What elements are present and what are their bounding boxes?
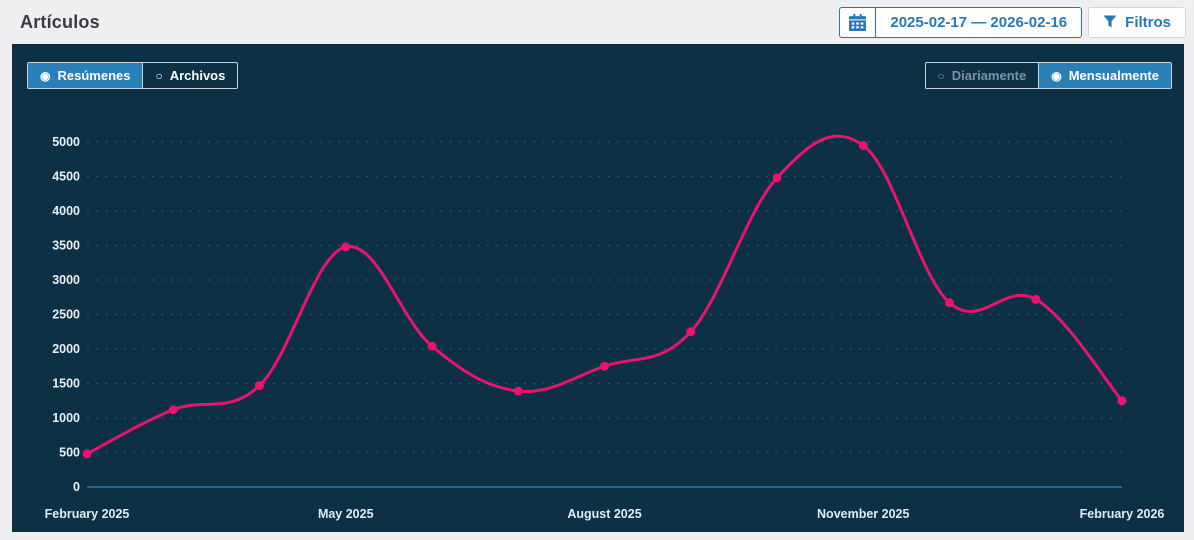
data-point[interactable]	[427, 341, 437, 351]
toggle-mensualmente[interactable]: ◉ Mensualmente	[1038, 63, 1171, 88]
y-tick-label: 1500	[52, 377, 80, 391]
radio-selected-icon: ◉	[40, 68, 51, 83]
date-range-picker[interactable]: 2025-02-17 — 2026-02-16	[839, 6, 1083, 38]
date-range-label[interactable]: 2025-02-17 — 2026-02-16	[890, 13, 1068, 31]
toggle-mensualmente-label: Mensualmente	[1068, 68, 1159, 83]
y-tick-label: 500	[59, 446, 80, 460]
funnel-icon	[1103, 15, 1117, 28]
data-point[interactable]	[686, 327, 696, 337]
line-series	[85, 134, 1124, 456]
y-tick-label: 3000	[52, 273, 80, 287]
x-tick-label: February 2026	[1080, 507, 1165, 521]
data-point[interactable]	[1031, 294, 1041, 304]
x-tick-label: February 2025	[45, 507, 130, 521]
y-tick-label: 0	[73, 480, 80, 494]
data-point[interactable]	[600, 361, 609, 371]
data-point[interactable]	[341, 242, 351, 252]
radio-selected-icon: ◉	[1051, 68, 1062, 83]
chart-panel: 0 500 1000 1500 2000 2500 3000 3500 4000 4500 5000…	[12, 44, 1184, 532]
y-tick-label: 2500	[52, 308, 80, 322]
y-tick-label: 4500	[52, 170, 80, 184]
x-tick-label: May 2025	[318, 507, 374, 521]
data-point[interactable]	[772, 173, 782, 183]
data-point[interactable]	[945, 298, 954, 308]
filters-button-label: Filtros	[1125, 13, 1171, 31]
toggle-diariamente-label: Diariamente	[951, 68, 1027, 83]
data-point[interactable]	[513, 386, 523, 396]
filters-button[interactable]: Filtros	[1088, 6, 1186, 38]
radio-unselected-icon: ○	[155, 68, 163, 83]
dataset-toggle-group: ◉ Resúmenes ○ Archivos	[27, 62, 239, 89]
calendar-button[interactable]	[840, 7, 877, 37]
toggle-resumenes-label: Resúmenes	[57, 68, 131, 83]
y-tick-label: 1000	[52, 411, 80, 425]
data-point[interactable]	[82, 449, 92, 459]
x-tick-label: November 2025	[817, 507, 909, 521]
y-tick-label: 3500	[52, 239, 80, 253]
panel-header: Artículos 2025-02-17 — 2026-02-16 Filtro…	[0, 0, 1194, 44]
radio-unselected-icon: ○	[937, 68, 945, 83]
y-tick-label: 5000	[52, 135, 80, 149]
calendar-icon	[849, 13, 867, 31]
toggle-archivos[interactable]: ○ Archivos	[142, 63, 237, 88]
y-tick-label: 4000	[52, 204, 80, 218]
page-title: Artículos	[20, 11, 100, 32]
data-point[interactable]	[858, 140, 868, 150]
y-tick-label: 2000	[52, 342, 80, 356]
toggle-resumenes[interactable]: ◉ Resúmenes	[28, 63, 143, 88]
x-tick-label: August 2025	[567, 507, 641, 521]
data-point[interactable]	[255, 381, 264, 391]
toggle-diariamente[interactable]: ○ Diariamente	[926, 63, 1039, 88]
data-point[interactable]	[168, 405, 178, 415]
toggle-archivos-label: Archivos	[169, 68, 226, 83]
articles-line-chart[interactable]: 0 500 1000 1500 2000 2500 3000 3500 4000 4500 5000…	[12, 45, 1184, 533]
data-point[interactable]	[1117, 396, 1127, 406]
granularity-toggle-group: ○ Diariamente ◉ Mensualmente	[924, 62, 1172, 89]
